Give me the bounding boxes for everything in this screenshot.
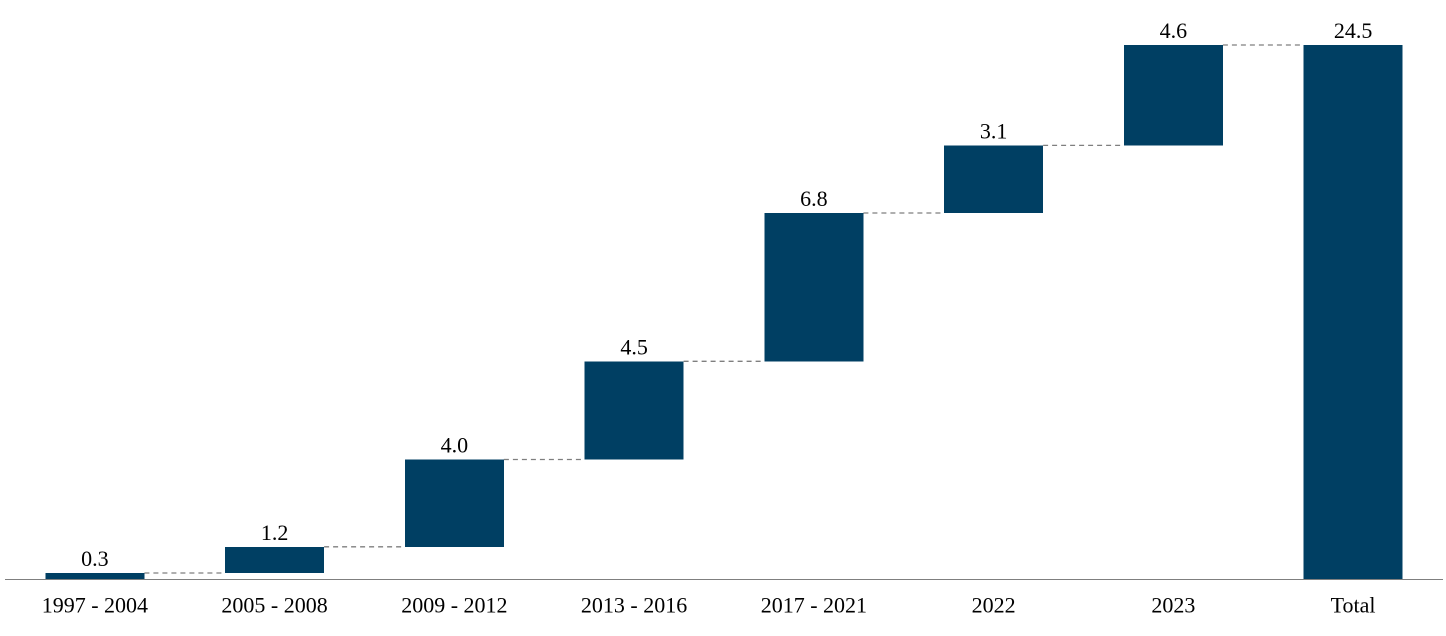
bar-7 (1123, 45, 1223, 146)
bar-4 (584, 361, 684, 460)
connector-lines (144, 44, 1304, 574)
data-label-6: 3.1 (980, 118, 1008, 143)
x-tick-label-2: 2005 - 2008 (221, 593, 327, 618)
data-labels: 0.3 1.2 4.0 4.5 6.8 3.1 4.6 24.5 (81, 18, 1372, 571)
bar-8 (1303, 45, 1403, 580)
x-tick-label-7: 2023 (1151, 593, 1195, 618)
data-label-7: 4.6 (1160, 18, 1188, 43)
data-label-4: 4.5 (620, 334, 648, 359)
x-tick-label-5: 2017 - 2021 (761, 593, 867, 618)
x-tick-labels: 1997 - 2004 2005 - 2008 2009 - 2012 2013 - … (42, 593, 1376, 618)
bars (45, 45, 1403, 580)
x-tick-label-3: 2009 - 2012 (401, 593, 507, 618)
x-tick-label-1: 1997 - 2004 (42, 593, 148, 618)
data-label-5: 6.8 (800, 186, 828, 211)
bar-2 (225, 546, 325, 573)
data-label-2: 1.2 (261, 520, 289, 545)
data-label-1: 0.3 (81, 546, 109, 571)
data-label-8: 24.5 (1334, 18, 1373, 43)
data-label-3: 4.0 (441, 433, 469, 458)
x-tick-label-8: Total (1331, 593, 1376, 618)
bar-3 (404, 459, 504, 547)
bar-5 (764, 213, 864, 362)
bar-1 (45, 573, 145, 580)
x-tick-label-4: 2013 - 2016 (581, 593, 687, 618)
x-tick-label-6: 2022 (972, 593, 1016, 618)
bar-6 (944, 145, 1044, 213)
